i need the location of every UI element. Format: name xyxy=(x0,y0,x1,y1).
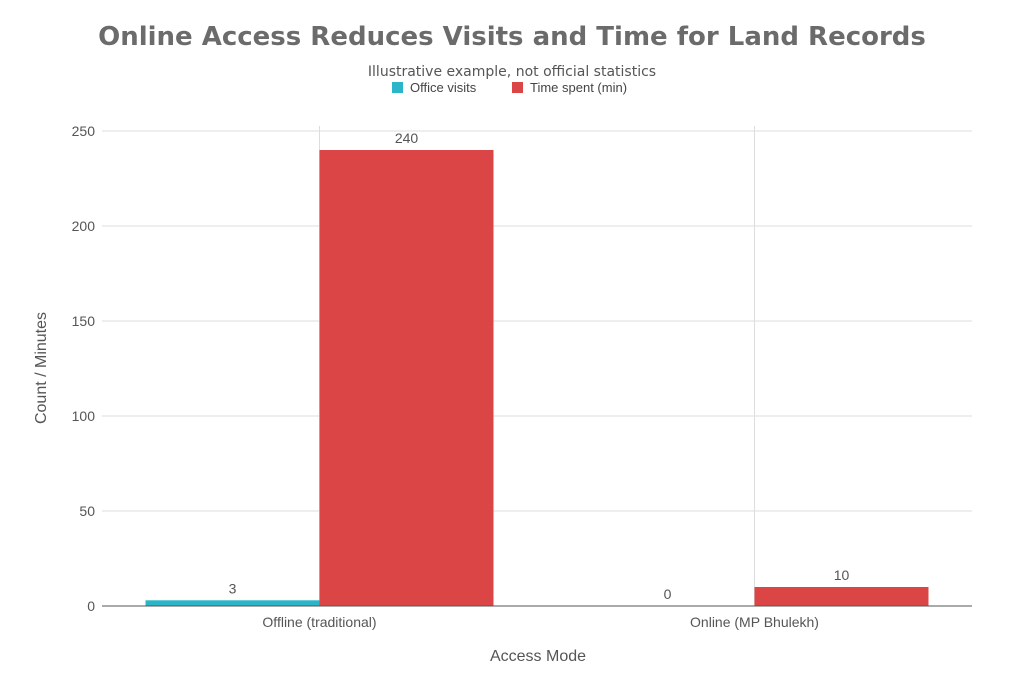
legend-item: Time spent (min) xyxy=(512,80,627,95)
bars: 3 240 0 10 xyxy=(145,130,929,606)
chart-title: Online Access Reduces Visits and Time fo… xyxy=(98,22,926,52)
legend-item: Office visits xyxy=(392,80,477,95)
gridlines xyxy=(102,126,972,606)
y-tick-label: 150 xyxy=(72,313,96,329)
x-tick-label: Offline (traditional) xyxy=(262,614,376,630)
y-tick-label: 100 xyxy=(72,408,96,424)
legend-swatch xyxy=(392,82,403,93)
y-tick-label: 250 xyxy=(72,123,96,139)
y-tick-label: 200 xyxy=(72,218,96,234)
data-label: 10 xyxy=(834,567,850,583)
legend-label: Office visits xyxy=(410,80,477,95)
y-tick-label: 0 xyxy=(87,598,95,614)
x-axis-label: Access Mode xyxy=(490,648,586,665)
y-tick-label: 50 xyxy=(79,503,95,519)
data-label: 3 xyxy=(229,580,237,596)
x-tick-label: Online (MP Bhulekh) xyxy=(690,614,819,630)
bar-0-0 xyxy=(145,600,320,606)
data-label: 240 xyxy=(395,130,419,146)
legend-swatch xyxy=(512,82,523,93)
data-label: 0 xyxy=(664,586,672,602)
legend: Office visits Time spent (min) xyxy=(392,80,627,95)
y-axis-label: Count / Minutes xyxy=(33,312,50,424)
chart-subtitle: Illustrative example, not official stati… xyxy=(368,64,656,80)
bar-1-0 xyxy=(319,150,494,606)
bar-1-1 xyxy=(754,587,929,606)
legend-label: Time spent (min) xyxy=(530,80,627,95)
